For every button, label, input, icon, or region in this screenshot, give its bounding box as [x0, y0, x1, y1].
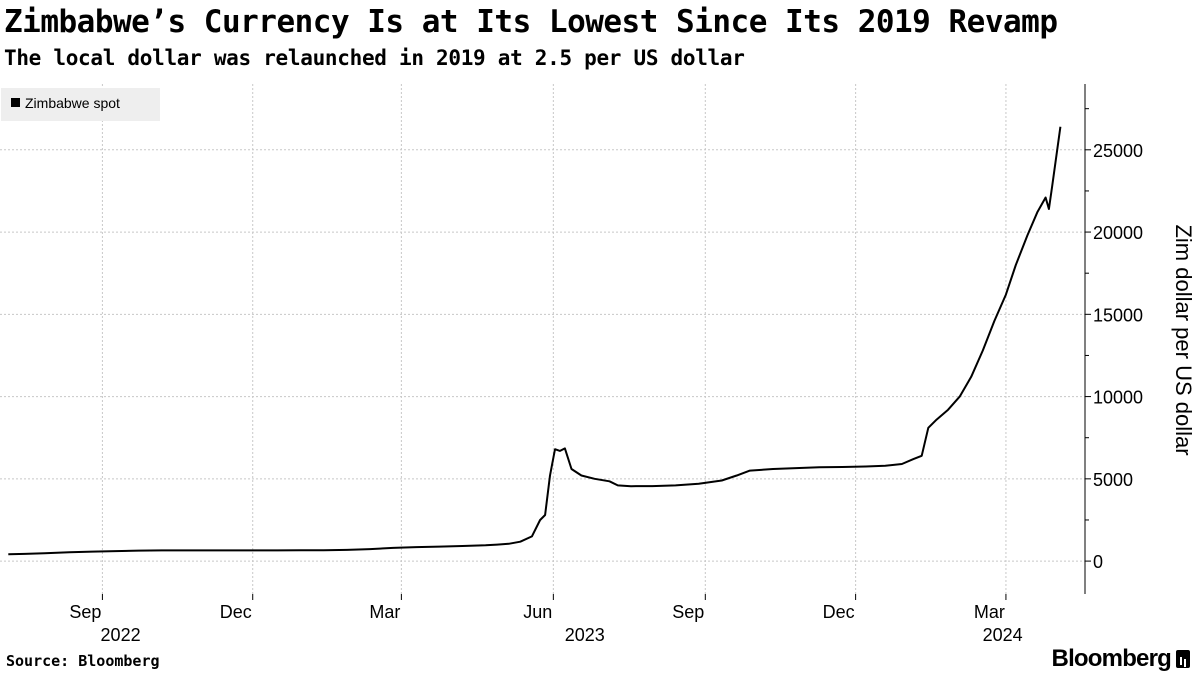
- x-year-label: 2022: [101, 625, 141, 645]
- source-note: Source: Bloomberg: [6, 652, 160, 670]
- y-tick-label: 0: [1093, 552, 1103, 572]
- x-tick-label: Dec: [823, 602, 855, 622]
- x-tick-label: Jun: [523, 602, 552, 622]
- y-tick-label: 5000: [1093, 470, 1133, 490]
- legend-swatch: [11, 98, 20, 107]
- x-tick-label: Dec: [220, 602, 252, 622]
- y-axis-title: Zim dollar per US dollar: [1171, 224, 1196, 455]
- legend-label: Zimbabwe spot: [25, 95, 120, 111]
- legend-box: [1, 88, 160, 121]
- x-tick-label: Sep: [672, 602, 704, 622]
- x-year-label: 2024: [983, 625, 1023, 645]
- series-line: [8, 126, 1062, 556]
- y-tick-label: 25000: [1093, 141, 1143, 161]
- y-tick-label: 15000: [1093, 305, 1143, 325]
- y-tick-label: 10000: [1093, 388, 1143, 408]
- x-tick-label: Mar: [974, 602, 1005, 622]
- x-tick-label: Mar: [369, 602, 400, 622]
- chart-subtitle: The local dollar was relaunched in 2019 …: [4, 46, 745, 70]
- x-tick-label: Sep: [69, 602, 101, 622]
- brand-name: Bloomberg: [1051, 645, 1172, 672]
- bloomberg-terminal-icon: [1176, 650, 1190, 668]
- bloomberg-logo: Bloomberg: [1052, 645, 1190, 673]
- x-year-label: 2023: [565, 625, 605, 645]
- chart-title: Zimbabwe’s Currency Is at Its Lowest Sin…: [4, 4, 1058, 40]
- y-tick-label: 20000: [1093, 223, 1143, 243]
